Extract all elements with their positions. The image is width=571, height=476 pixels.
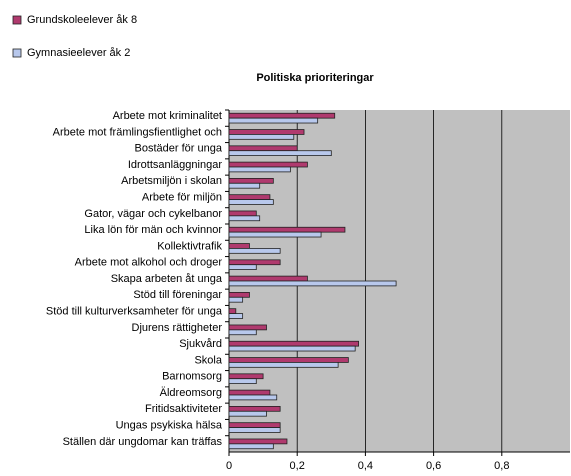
y-tick-label: Ställen där ungdomar kan träffas [63,436,223,448]
x-tick-label: 0,6 [426,460,441,472]
bar [228,243,250,249]
bar [228,226,346,233]
bar [228,324,267,331]
bar [228,117,319,124]
bar [228,329,257,336]
y-tick-label: Arbete för miljön [142,191,222,203]
bar [228,129,305,135]
bar [228,199,274,205]
y-tick-label: Sjukvård [179,338,222,350]
bar [228,275,308,282]
bar [228,112,336,119]
bar [228,443,274,450]
bar [228,438,288,445]
bar [228,422,281,428]
bar [228,362,339,368]
bar [228,308,237,314]
x-tick-label: 0,4 [358,460,373,472]
bar [228,410,267,417]
bar [228,166,291,173]
bar [228,357,349,363]
y-tick-label: Arbetsmiljön i skolan [121,175,222,187]
y-tick-label: Djurens rättigheter [132,322,223,334]
bar [228,210,257,217]
legend-swatch [12,48,22,58]
y-tick-label: Skapa arbeten åt unga [111,273,223,285]
y-tick-label: Arbete mot alkohol och droger [75,257,223,269]
y-tick-label: Fritidsaktiviteter [145,403,222,415]
y-tick-label: Skola [194,354,222,366]
bar [228,280,397,287]
bar [228,405,281,412]
bar [228,373,264,380]
bar [228,259,281,266]
y-tick-label: Stöd till föreningar [133,289,222,301]
y-tick-label: Barnomsorg [162,371,222,383]
legend-swatch [12,15,22,25]
bar [228,340,359,347]
y-tick-label: Arbete mot kriminalitet [113,110,222,122]
y-tick-label: Äldreomsorg [160,387,222,399]
bar [228,150,332,156]
bar [228,194,271,200]
chart-title: Politiska prioriteringar [256,72,374,84]
bar [228,394,278,401]
y-tick-label: Ungas psykiska hälsa [116,419,223,431]
bar [228,378,257,385]
bar [228,291,250,298]
bar [228,215,261,222]
bar [228,231,322,238]
bar [228,389,271,396]
y-tick-label: Bostäder för unga [135,143,223,155]
y-tick-label: Stöd till kulturverksamheter för unga [46,305,223,317]
legend-label: Gymnasieelever åk 2 [27,47,130,59]
bar [228,161,308,168]
y-tick-label: Arbete mot främlingsfientlighet och [53,126,222,138]
legend-label: Grundskoleelever åk 8 [27,14,137,26]
bar [228,313,244,319]
bar [228,248,281,254]
x-tick-label: 0,8 [494,460,509,472]
bar [228,264,257,271]
bar [228,182,261,189]
x-tick-label: 0 [226,460,232,472]
bar [228,427,281,433]
y-tick-label: Kollektivtrafik [157,240,222,252]
y-tick-label: Idrottsanläggningar [128,159,223,171]
bar [228,345,356,352]
bar [228,177,274,184]
y-tick-label: Lika lön för män och kvinnor [84,224,222,236]
y-tick-label: Gator, vägar och cykelbanor [84,208,222,220]
bar [228,134,295,140]
bar [228,145,298,152]
bar [228,296,244,303]
x-tick-label: 0,2 [290,460,305,472]
